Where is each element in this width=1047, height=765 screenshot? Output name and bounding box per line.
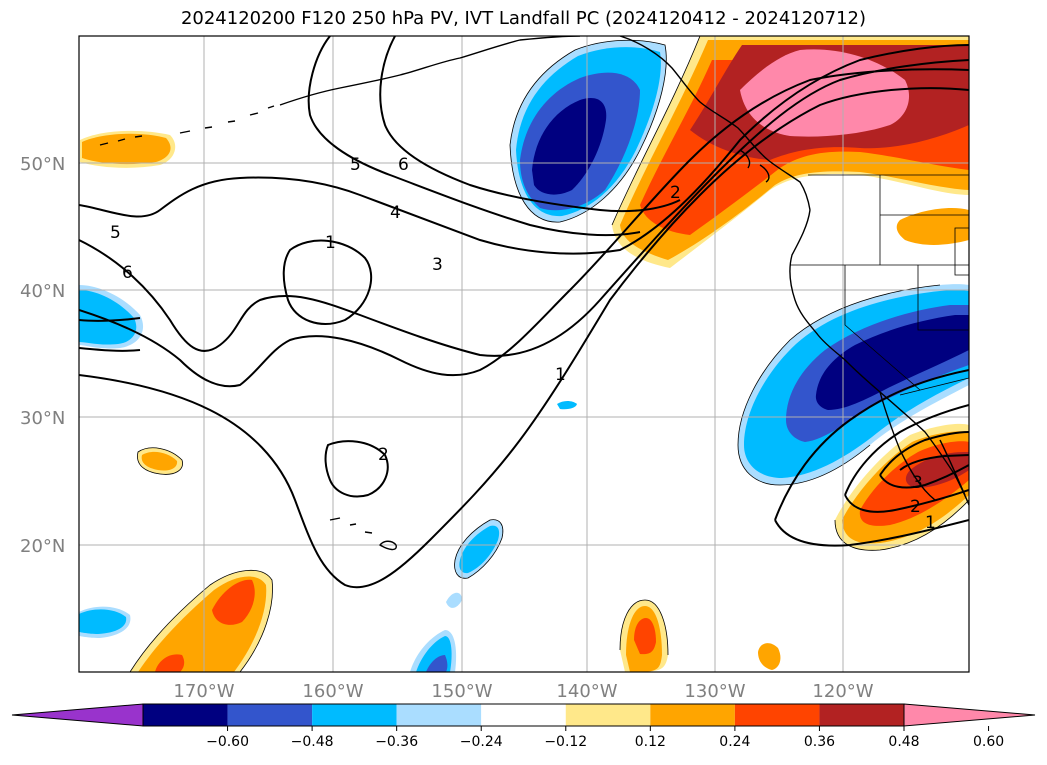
colorbar-swatch bbox=[396, 704, 482, 726]
map-title: 2024120200 F120 250 hPa PV, IVT Landfall… bbox=[180, 8, 867, 29]
contour-label: 4 bbox=[390, 203, 401, 223]
contour-label: 2 bbox=[378, 445, 389, 465]
contour-label: 3 bbox=[432, 255, 443, 275]
map-content: 5 6 5 6 4 3 1 1 2 2 3 2 1 bbox=[79, 36, 969, 672]
colorbar-swatch bbox=[312, 704, 397, 726]
colorbar-tick-label: −0.12 bbox=[544, 734, 587, 750]
colorbar-extend-high bbox=[903, 703, 1036, 727]
contour-label: 2 bbox=[910, 497, 921, 517]
colorbar-tick-label: −0.48 bbox=[291, 734, 334, 750]
graticule bbox=[79, 36, 969, 672]
colorbar-tick-label: −0.60 bbox=[206, 734, 249, 750]
negative-anomaly-fill bbox=[79, 40, 969, 672]
lon-tick-label: 130°W bbox=[684, 681, 745, 702]
pv-contours bbox=[79, 36, 969, 589]
shading-outlines bbox=[129, 36, 969, 672]
contour-label: 5 bbox=[350, 155, 361, 175]
lat-tick-label: 50°N bbox=[20, 154, 65, 175]
colorbar-swatch bbox=[227, 704, 313, 726]
colorbar-tick-label: 0.12 bbox=[635, 734, 666, 750]
colorbar-swatch bbox=[650, 704, 735, 726]
contour-label: 1 bbox=[925, 513, 936, 533]
contour-label: 2 bbox=[670, 183, 681, 203]
colorbar-tick-label: 0.24 bbox=[719, 734, 750, 750]
colorbar-swatch bbox=[819, 704, 904, 726]
contour-label: 3 bbox=[912, 473, 923, 493]
lon-tick-label: 120°W bbox=[812, 681, 873, 702]
colorbar-tick-label: −0.36 bbox=[375, 734, 418, 750]
colorbar-frame bbox=[142, 703, 905, 727]
colorbar-tick-label: 0.60 bbox=[973, 734, 1004, 750]
colorbar: −0.60 −0.48 −0.36 −0.24 −0.12 0.12 0.24 0.36 0.4… bbox=[11, 703, 1036, 750]
colorbar-extend-low bbox=[11, 703, 144, 727]
colorbar-swatch bbox=[481, 704, 566, 726]
lon-tick-label: 140°W bbox=[556, 681, 617, 702]
map-frame bbox=[78, 35, 970, 673]
colorbar-swatch bbox=[734, 704, 820, 726]
contour-label: 1 bbox=[555, 365, 566, 385]
pv-contour-labels: 5 6 5 6 4 3 1 1 2 2 3 2 1 bbox=[110, 155, 936, 533]
longitude-labels: 170°W 160°W 150°W 140°W 130°W 120°W bbox=[173, 681, 873, 702]
lon-tick-label: 160°W bbox=[302, 681, 363, 702]
colorbar-swatch bbox=[565, 704, 651, 726]
colorbar-tick-label: 0.36 bbox=[804, 734, 835, 750]
colorbar-tick-label: 0.48 bbox=[888, 734, 919, 750]
contour-label: 1 bbox=[325, 233, 336, 253]
lat-tick-label: 40°N bbox=[20, 281, 65, 302]
lon-tick-label: 150°W bbox=[431, 681, 492, 702]
political-borders bbox=[790, 174, 969, 396]
latitude-labels: 50°N 40°N 30°N 20°N bbox=[20, 154, 65, 557]
contour-label: 6 bbox=[398, 155, 409, 175]
lat-tick-label: 20°N bbox=[20, 536, 65, 557]
coastlines bbox=[99, 36, 969, 551]
contour-label: 5 bbox=[110, 223, 121, 243]
colorbar-swatch bbox=[143, 704, 228, 726]
lon-tick-label: 170°W bbox=[173, 681, 234, 702]
lat-tick-label: 30°N bbox=[20, 408, 65, 429]
contour-label: 6 bbox=[122, 263, 133, 283]
colorbar-tick-label: −0.24 bbox=[460, 734, 503, 750]
